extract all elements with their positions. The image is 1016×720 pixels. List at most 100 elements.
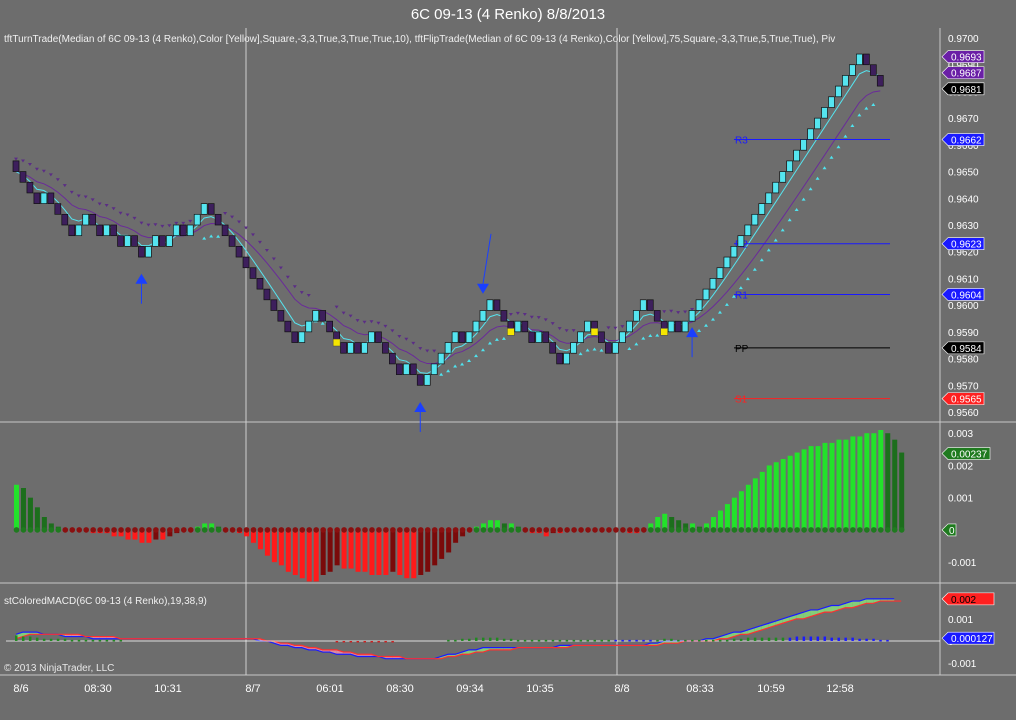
histogram-zero-dot xyxy=(20,527,27,533)
trailing-stop-marker xyxy=(306,293,311,297)
trailing-stop-marker xyxy=(474,354,479,358)
renko-brick-up xyxy=(751,213,759,226)
macd-bar xyxy=(537,639,541,642)
macd-bar xyxy=(725,639,729,642)
histogram-zero-dot xyxy=(745,527,752,533)
renko-brick-down xyxy=(500,310,508,322)
histogram-zero-dot xyxy=(682,527,689,533)
histogram-bar xyxy=(432,529,438,566)
macd-bar xyxy=(698,639,701,642)
macd-fill xyxy=(831,605,839,613)
macd-value-label-box xyxy=(941,592,995,606)
histogram-zero-dot xyxy=(850,527,856,533)
macd-bar xyxy=(475,637,478,641)
renko-brick-down xyxy=(207,203,215,215)
trailing-stop-marker xyxy=(467,358,472,362)
macd-bar xyxy=(781,637,785,641)
renko-brick-down xyxy=(458,331,466,343)
histogram-zero-dot xyxy=(606,527,612,533)
trailing-stop-marker xyxy=(223,211,228,215)
trailing-stop-marker xyxy=(83,195,88,199)
histogram-bar xyxy=(745,484,751,530)
pivot-label-pp: PP xyxy=(735,344,749,355)
price-tick-label: 0.9640 xyxy=(948,194,979,205)
trailing-stop-marker xyxy=(125,213,130,217)
trailing-stop-marker xyxy=(41,169,46,173)
macd-bar xyxy=(461,638,464,641)
price-tick-label: 0.9570 xyxy=(948,381,979,392)
trailing-stop-marker xyxy=(418,347,423,351)
renko-brick-up xyxy=(584,320,591,333)
histogram-zero-dot xyxy=(452,527,459,533)
renko-brick-up xyxy=(577,331,584,343)
histogram-zero-dot xyxy=(369,527,375,533)
macd-bar xyxy=(35,637,39,641)
trailing-stop-marker xyxy=(250,233,255,237)
histogram-bar xyxy=(397,529,403,575)
histogram-bar xyxy=(669,517,675,530)
histogram-zero-dot xyxy=(508,527,515,533)
macd-bar xyxy=(70,639,74,642)
renko-brick-up xyxy=(75,224,83,237)
trailing-stop-marker xyxy=(97,202,102,206)
trailing-stop-marker xyxy=(404,337,409,341)
price-value-label-box xyxy=(941,66,985,80)
renko-brick-down xyxy=(354,342,361,354)
renko-brick-down xyxy=(263,288,271,301)
x-axis-label: 10:31 xyxy=(154,683,182,695)
macd-bar xyxy=(718,639,722,642)
macd-bar xyxy=(56,638,60,641)
histogram-bar xyxy=(278,529,284,566)
renko-brick-down xyxy=(242,256,250,269)
x-axis-label: 09:34 xyxy=(456,683,484,695)
macd-value-label: 0.000127 xyxy=(951,634,993,645)
renko-brick-down xyxy=(117,235,124,247)
renko-brick-down xyxy=(396,363,403,375)
histogram-bar xyxy=(257,529,263,550)
histogram-bar xyxy=(334,529,340,566)
trailing-stop-marker xyxy=(237,220,242,224)
renko-brick-up xyxy=(695,299,703,311)
renko-brick-up xyxy=(814,117,821,130)
histogram-bar xyxy=(676,520,682,530)
trailing-stop-marker xyxy=(487,341,492,345)
renko-brick-up xyxy=(200,203,208,215)
histogram-zero-dot xyxy=(187,527,194,533)
renko-brick-up xyxy=(347,342,354,354)
renko-brick-down xyxy=(409,363,417,375)
trailing-stop-marker xyxy=(620,325,625,329)
histogram-bar xyxy=(14,484,19,530)
histogram-bar xyxy=(487,520,493,530)
histogram-zero-dot xyxy=(125,527,131,533)
histogram-bar xyxy=(822,442,828,530)
price-tick-label: 0.9660 xyxy=(948,141,979,152)
renko-brick-up xyxy=(842,75,849,87)
renko-brick-up xyxy=(479,310,487,322)
trailing-stop-marker xyxy=(627,346,632,350)
renko-brick-up xyxy=(368,331,375,343)
histogram-tick-label: 0.003 xyxy=(948,429,973,440)
renko-brick-down xyxy=(26,181,34,194)
macd-bar xyxy=(858,638,861,641)
macd-bar xyxy=(551,639,555,642)
price-value-label-box xyxy=(941,237,985,250)
histogram-bar xyxy=(836,439,842,530)
trailing-stop-marker xyxy=(76,194,81,198)
renko-brick-down xyxy=(110,224,117,237)
renko-brick-up xyxy=(563,352,570,365)
histogram-bar xyxy=(766,465,772,530)
macd-tick-label: 0.001 xyxy=(948,615,973,626)
histogram-tick-label: 0.001 xyxy=(948,494,973,505)
renko-brick-up xyxy=(737,235,745,247)
trailing-stop-marker xyxy=(244,226,249,230)
renko-brick-up xyxy=(152,235,159,247)
trailing-stop-marker xyxy=(690,307,695,311)
price-tick-label: 0.9700 xyxy=(948,34,979,45)
histogram-zero-dot xyxy=(487,527,494,533)
trailing-stop-marker xyxy=(550,322,555,326)
trailing-stop-marker xyxy=(494,337,499,341)
macd-bar xyxy=(488,637,492,641)
renko-brick-up xyxy=(186,224,194,237)
trailing-stop-marker xyxy=(299,291,304,295)
